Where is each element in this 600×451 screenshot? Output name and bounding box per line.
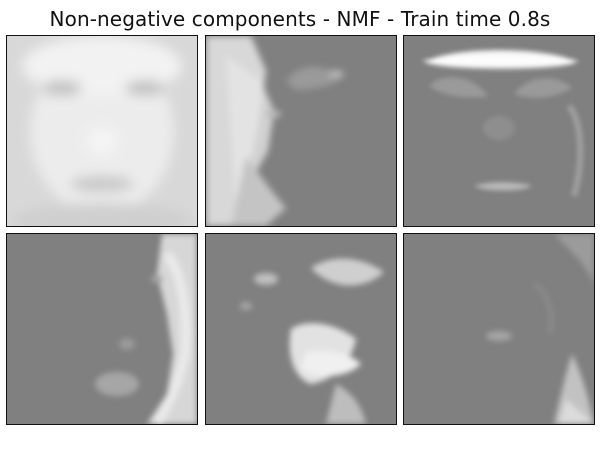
component-image-4 <box>7 234 197 424</box>
component-image-3 <box>404 36 594 226</box>
component-panel-5 <box>205 233 397 425</box>
component-panel-2 <box>205 35 397 227</box>
component-image-6 <box>404 234 594 424</box>
component-image-1 <box>7 36 197 226</box>
component-panel-4 <box>6 233 198 425</box>
chart-title: Non-negative components - NMF - Train ti… <box>49 7 551 31</box>
component-panel-1 <box>6 35 198 227</box>
component-panel-6 <box>403 233 595 425</box>
component-image-5 <box>206 234 396 424</box>
component-panel-3 <box>403 35 595 227</box>
component-image-2 <box>206 36 396 226</box>
